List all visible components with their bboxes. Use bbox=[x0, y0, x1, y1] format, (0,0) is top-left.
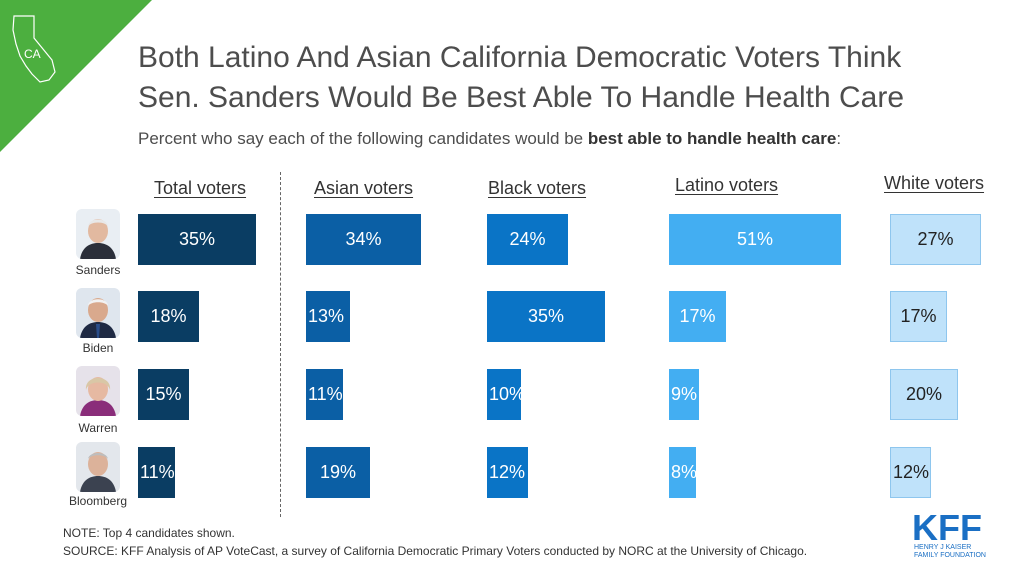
total-divider bbox=[280, 172, 281, 517]
asian-bar-sanders: 34% bbox=[306, 214, 421, 265]
total-bar-warren: 15% bbox=[138, 369, 189, 420]
footnote: NOTE: Top 4 candidates shown. bbox=[63, 526, 235, 540]
black-value-label-sanders: 24% bbox=[509, 229, 546, 249]
california-map-icon bbox=[12, 15, 56, 83]
asian-value-label-warren: 11% bbox=[308, 384, 343, 404]
asian-bar-bloomberg: 19% bbox=[306, 447, 370, 498]
white-bar-bloomberg: 12% bbox=[890, 447, 931, 498]
black-bar-warren: 10% bbox=[487, 369, 525, 420]
asian-value-label-bloomberg: 19% bbox=[319, 462, 357, 482]
biden-avatar bbox=[76, 288, 120, 338]
subtitle-emphasis: best able to handle health care bbox=[587, 129, 837, 148]
black-bar-sanders: 24% bbox=[487, 214, 568, 265]
latino-value-label-biden: 17% bbox=[679, 306, 716, 326]
candidate-name-bloomberg: Bloomberg bbox=[68, 494, 128, 508]
latino-bar-warren: 9% bbox=[669, 369, 699, 420]
page-title: Both Latino And Asian California Democra… bbox=[138, 38, 998, 118]
black-bar-biden: 35% bbox=[487, 291, 605, 342]
asian-voters-header: Asian voters bbox=[314, 178, 414, 198]
candidate-name-sanders: Sanders bbox=[75, 263, 121, 277]
white-value-label-bloomberg: 12% bbox=[893, 462, 930, 482]
black-voters-header: Black voters bbox=[488, 178, 587, 198]
total-value-label-warren: 15% bbox=[145, 384, 182, 404]
warren-avatar bbox=[76, 366, 120, 416]
latino-bar-biden: 17% bbox=[669, 291, 726, 342]
latino-value-label-bloomberg: 8% bbox=[671, 462, 698, 482]
white-bar-warren: 20% bbox=[890, 369, 958, 420]
white-bar-biden: 17% bbox=[890, 291, 947, 342]
subtitle-text: Percent who say each of the following ca… bbox=[138, 129, 588, 148]
total-bar-bloomberg: 11% bbox=[138, 447, 175, 498]
black-value-label-biden: 35% bbox=[527, 306, 565, 326]
candidate-name-warren: Warren bbox=[78, 421, 118, 435]
total-voters-header: Total voters bbox=[154, 178, 247, 198]
total-bar-biden: 18% bbox=[138, 291, 199, 342]
total-value-label-bloomberg: 11% bbox=[140, 462, 175, 482]
title-line-1: Both Latino And Asian California Democra… bbox=[138, 41, 902, 74]
latino-bar-sanders: 51% bbox=[669, 214, 841, 265]
asian-bar-biden: 13% bbox=[306, 291, 350, 342]
black-value-label-bloomberg: 12% bbox=[489, 462, 526, 482]
sanders-avatar bbox=[76, 209, 120, 259]
white-value-label-sanders: 27% bbox=[917, 229, 954, 249]
asian-value-label-biden: 13% bbox=[308, 306, 345, 326]
white-voters-header: White voters bbox=[884, 173, 985, 193]
white-bar-sanders: 27% bbox=[890, 214, 981, 265]
latino-value-label-warren: 9% bbox=[671, 384, 698, 404]
candidate-name-biden: Biden bbox=[82, 341, 114, 355]
california-corner-badge: CA bbox=[0, 0, 152, 152]
total-value-label-sanders: 35% bbox=[178, 229, 216, 249]
source-note: SOURCE: KFF Analysis of AP VoteCast, a s… bbox=[63, 544, 808, 558]
bloomberg-avatar bbox=[76, 442, 120, 492]
badge-label: CA bbox=[24, 47, 41, 61]
kff-logo-line2: FAMILY FOUNDATION bbox=[914, 552, 986, 559]
title-line-2: Sen. Sanders Would Be Best Able To Handl… bbox=[138, 81, 905, 114]
kff-logo-line1: HENRY J KAISER bbox=[914, 544, 971, 551]
latino-voters-header: Latino voters bbox=[675, 175, 779, 195]
latino-value-label-sanders: 51% bbox=[736, 229, 774, 249]
subtitle-colon: : bbox=[836, 129, 842, 148]
latino-bar-bloomberg: 8% bbox=[669, 447, 698, 498]
asian-bar-warren: 11% bbox=[306, 369, 343, 420]
white-value-label-warren: 20% bbox=[905, 384, 943, 404]
total-bar-sanders: 35% bbox=[138, 214, 256, 265]
total-value-label-biden: 18% bbox=[150, 306, 187, 326]
kff-logo-text: KFF bbox=[912, 508, 982, 548]
kff-logo: KFF HENRY J KAISER FAMILY FOUNDATION bbox=[912, 508, 986, 559]
black-bar-bloomberg: 12% bbox=[487, 447, 528, 498]
black-value-label-warren: 10% bbox=[489, 384, 526, 404]
chart-subtitle: Percent who say each of the following ca… bbox=[138, 129, 841, 149]
white-value-label-biden: 17% bbox=[900, 306, 937, 326]
asian-value-label-sanders: 34% bbox=[345, 229, 382, 249]
